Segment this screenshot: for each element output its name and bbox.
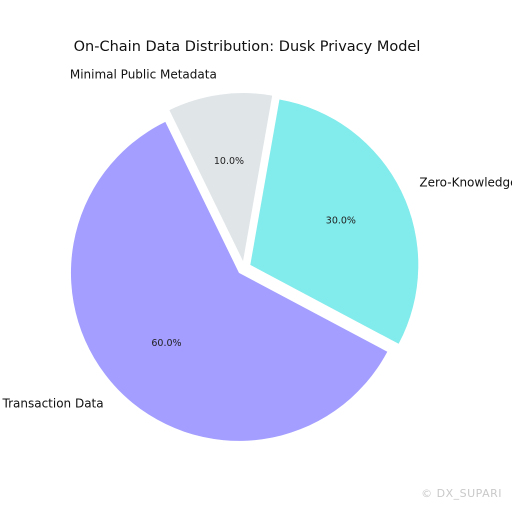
chart-title: On-Chain Data Distribution: Dusk Privacy… <box>74 39 421 55</box>
watermark: © DX_SUPARI <box>421 487 502 500</box>
pie-slices <box>70 93 419 441</box>
pie-slice-minimal-public-metadata <box>169 93 273 262</box>
category-labels: Zero-Knowledge Proofs Encrypted Transacti… <box>0 68 512 411</box>
percent-label-encrypted-transaction-data: 60.0% <box>151 338 181 349</box>
percent-labels: 30.0% 60.0% 10.0% <box>151 156 356 349</box>
percent-label-zero-knowledge-proofs: 30.0% <box>326 216 356 227</box>
percent-label-minimal-public-metadata: 10.0% <box>214 156 244 167</box>
pie-slice-zero-knowledge-proofs <box>250 99 419 344</box>
category-label-zero-knowledge-proofs: Zero-Knowledge Proofs <box>419 175 512 189</box>
pie-slice-encrypted-transaction-data <box>70 121 388 441</box>
category-label-minimal-public-metadata: Minimal Public Metadata <box>70 68 217 82</box>
category-label-encrypted-transaction-data: Encrypted Transaction Data <box>0 397 104 411</box>
